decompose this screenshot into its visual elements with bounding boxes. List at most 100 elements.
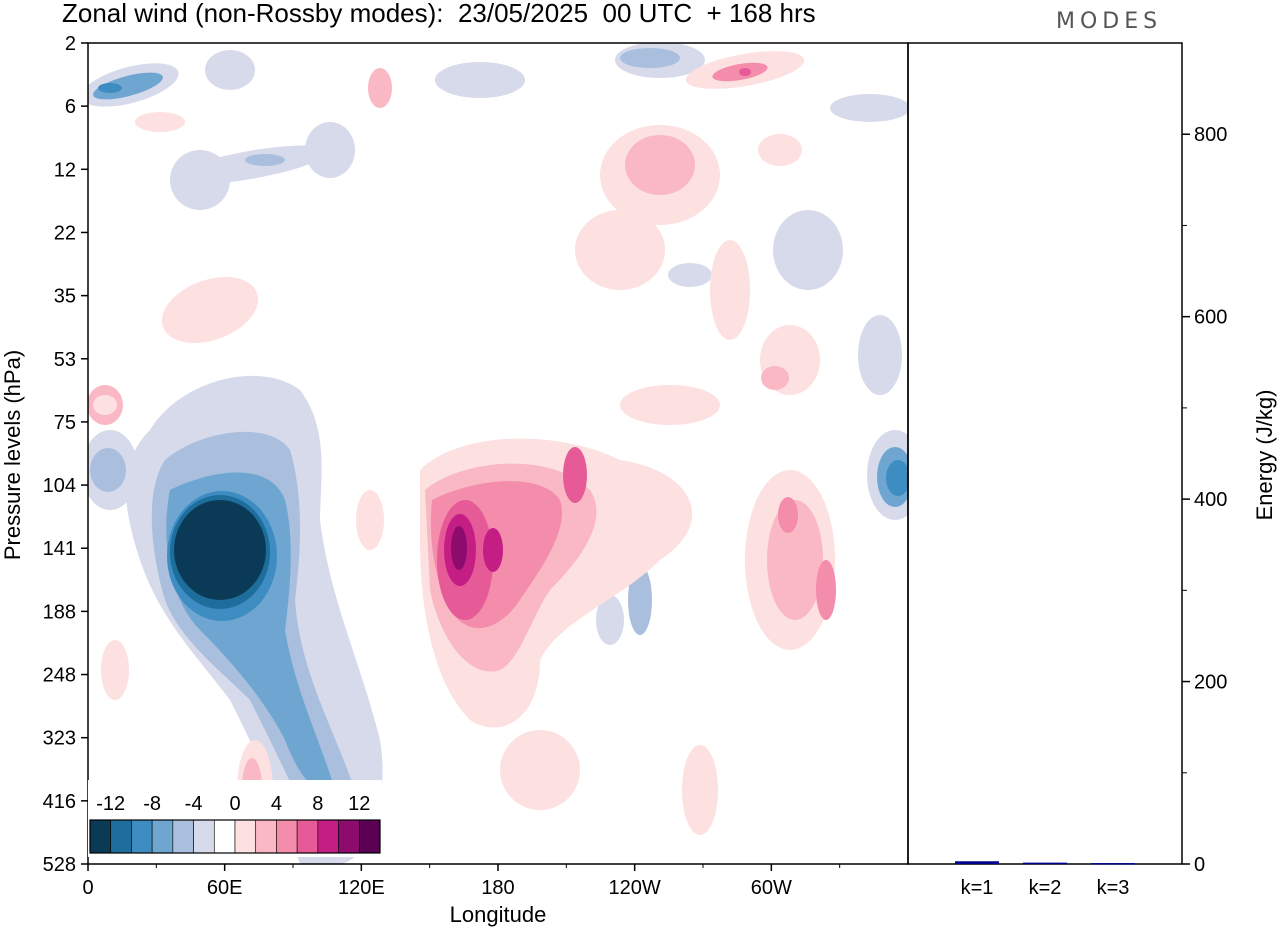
colorbar-frame (89, 819, 381, 854)
negative-region (205, 50, 255, 90)
energy-tick-label: 800 (1194, 124, 1227, 146)
colorbar-label: -4 (185, 793, 203, 815)
energy-category-label: k=3 (1097, 877, 1130, 899)
y-tick-label: 188 (43, 601, 76, 623)
y-tick-label: 528 (43, 854, 76, 876)
colorbar-swatch (172, 819, 194, 854)
negative-region (830, 94, 908, 122)
y-tick-label: 416 (43, 791, 76, 813)
positive-region (761, 366, 789, 390)
positive-region (500, 730, 580, 810)
colorbar-swatch (234, 819, 257, 854)
colorbar-swatch (338, 819, 360, 854)
y-tick-label: 12 (54, 159, 76, 181)
colorbar: -12 -8 -4 0 4 8 12 (88, 780, 382, 857)
positive-region (356, 490, 384, 550)
x-tick-label: 120E (338, 877, 385, 899)
colorbar-swatch (193, 819, 215, 854)
energy-axis-label: Energy (J/kg) (1252, 390, 1277, 521)
colorbar-swatch (255, 819, 277, 854)
positive-region (625, 135, 695, 195)
y-axis-label: Pressure levels (hPa) (0, 350, 25, 560)
colorbar-swatch (317, 819, 339, 854)
positive-region (620, 385, 720, 425)
y-tick-label: 75 (54, 412, 76, 434)
positive-region (135, 112, 185, 132)
energy-axis: 0 200 400 600 800 (1182, 124, 1227, 876)
x-tick-label: 0 (82, 877, 93, 899)
y-axis: 2 6 12 22 35 53 75 104 141 188 248 323 416 528 (43, 33, 88, 876)
negative-region (858, 315, 902, 395)
negative-region (773, 210, 843, 290)
negative-region (90, 448, 126, 492)
colorbar-label: 4 (271, 793, 282, 815)
x-tick-label: 180 (481, 877, 514, 899)
negative-region (305, 122, 355, 178)
colorbar-label: 12 (348, 793, 370, 815)
negative-region (170, 150, 230, 210)
colorbar-label: 8 (312, 793, 323, 815)
positive-region (575, 210, 665, 290)
colorbar-swatch (151, 819, 174, 854)
positive-region (767, 500, 823, 620)
contour-field (88, 43, 908, 864)
colorbar-swatch (276, 819, 298, 854)
negative-region (620, 48, 680, 68)
y-tick-label: 104 (43, 475, 76, 497)
energy-panel-frame (907, 42, 1183, 865)
positive-region (161, 277, 259, 343)
colorbar-swatch (358, 819, 381, 854)
positive-region (710, 240, 750, 340)
energy-bar (1091, 863, 1135, 865)
energy-category-label: k=1 (961, 877, 994, 899)
positive-region (368, 68, 392, 108)
negative-region (668, 263, 712, 287)
y-tick-label: 53 (54, 349, 76, 371)
energy-tick-label: 400 (1194, 489, 1227, 511)
negative-region (174, 500, 266, 600)
x-tick-label: 60E (207, 877, 243, 899)
energy-tick-label: 600 (1194, 307, 1227, 329)
energy-bars: k=1 k=2 k=3 (955, 861, 1135, 899)
energy-tick-label: 0 (1194, 854, 1205, 876)
colorbar-swatch (89, 819, 112, 854)
x-axis: 0 60E 120E 180 120W 60W (82, 864, 841, 899)
brand-logo: MODES (1056, 9, 1163, 34)
x-axis-label: Longitude (450, 902, 547, 927)
positive-region (778, 497, 798, 533)
x-tick-label: 120W (609, 877, 661, 899)
x-tick-label: 60W (751, 877, 792, 899)
y-tick-label: 6 (65, 96, 76, 118)
positive-region (101, 640, 129, 700)
negative-region (98, 83, 122, 93)
y-tick-label: 248 (43, 665, 76, 687)
positive-region (563, 447, 587, 503)
y-tick-label: 141 (43, 538, 76, 560)
energy-bar (1023, 862, 1067, 865)
y-tick-label: 22 (54, 222, 76, 244)
colorbar-label: -12 (96, 793, 125, 815)
energy-category-label: k=2 (1029, 877, 1062, 899)
y-tick-label: 323 (43, 728, 76, 750)
negative-region (886, 460, 908, 496)
positive-region (451, 526, 467, 570)
colorbar-label: 0 (229, 793, 240, 815)
negative-region (596, 595, 624, 645)
energy-bar (955, 861, 999, 864)
colorbar-label: -8 (143, 793, 161, 815)
negative-region (435, 62, 525, 98)
negative-region (245, 154, 285, 166)
positive-region (483, 528, 503, 572)
y-tick-label: 35 (54, 286, 76, 308)
positive-region (816, 560, 836, 620)
positive-region (739, 68, 751, 76)
colorbar-swatch (213, 819, 236, 854)
colorbar-swatch (296, 819, 319, 854)
y-tick-label: 2 (65, 33, 76, 55)
energy-tick-label: 200 (1194, 672, 1227, 694)
negative-region (628, 565, 652, 635)
positive-region (682, 745, 718, 835)
positive-region (93, 395, 117, 415)
positive-region (758, 134, 802, 166)
colorbar-swatch (131, 819, 153, 854)
